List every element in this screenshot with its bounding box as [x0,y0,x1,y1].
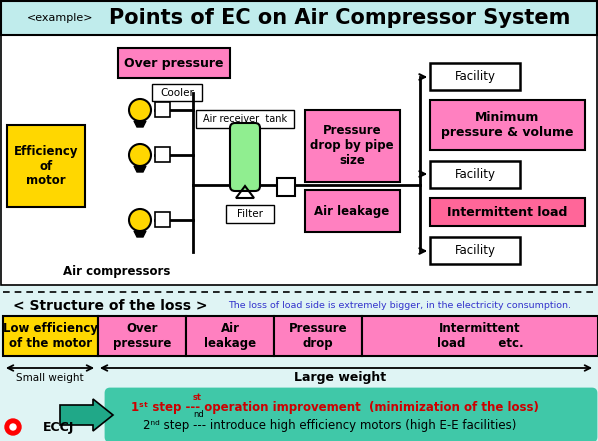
Text: Intermittent load: Intermittent load [447,206,567,218]
Text: 1ˢᵗ step --- operation improvement  (minimization of the loss): 1ˢᵗ step --- operation improvement (mini… [131,401,539,415]
FancyBboxPatch shape [3,316,98,356]
Text: Points of EC on Air Compressor System: Points of EC on Air Compressor System [109,8,570,28]
Text: Over
pressure: Over pressure [113,322,171,350]
Circle shape [129,99,151,121]
Text: Air compressors: Air compressors [63,265,170,279]
Text: Filter: Filter [237,209,263,219]
Text: < Structure of the loss >: < Structure of the loss > [13,299,208,313]
FancyBboxPatch shape [305,110,400,182]
Text: Large weight: Large weight [294,371,386,385]
Text: nd: nd [193,410,204,419]
Text: The loss of load side is extremely bigger, in the electricity consumption.: The loss of load side is extremely bigge… [228,302,572,310]
Circle shape [10,424,16,430]
Polygon shape [134,121,146,127]
FancyBboxPatch shape [106,389,596,441]
Text: Over pressure: Over pressure [124,56,224,70]
FancyBboxPatch shape [1,35,597,285]
Text: Facility: Facility [454,70,496,83]
Text: Air receiver  tank: Air receiver tank [203,114,287,124]
Text: 2ⁿᵈ step --- introduce high efficiency motors (high E-E facilities): 2ⁿᵈ step --- introduce high efficiency m… [144,419,517,433]
FancyBboxPatch shape [98,316,186,356]
FancyBboxPatch shape [305,190,400,232]
FancyBboxPatch shape [226,205,274,223]
FancyBboxPatch shape [277,178,295,196]
Polygon shape [134,166,146,172]
FancyBboxPatch shape [155,212,170,227]
FancyBboxPatch shape [1,1,597,35]
Text: Small weight: Small weight [16,373,84,383]
Text: Facility: Facility [454,244,496,257]
Text: Cooler: Cooler [160,87,194,97]
FancyBboxPatch shape [230,123,260,191]
Text: Facility: Facility [454,168,496,181]
FancyBboxPatch shape [196,110,294,128]
Text: Efficiency
of
motor: Efficiency of motor [14,145,78,187]
Circle shape [5,419,21,435]
Text: Minimum
pressure & volume: Minimum pressure & volume [441,111,573,139]
FancyBboxPatch shape [430,237,520,264]
Text: st: st [193,393,202,402]
Text: Pressure
drop by pipe
size: Pressure drop by pipe size [310,124,394,168]
Text: ECCJ: ECCJ [43,422,74,434]
Polygon shape [134,231,146,237]
FancyBboxPatch shape [362,316,598,356]
FancyBboxPatch shape [274,316,362,356]
Text: <example>: <example> [27,13,93,23]
FancyBboxPatch shape [430,63,520,90]
Text: Pressure
drop: Pressure drop [289,322,347,350]
Text: Air leakage: Air leakage [315,205,390,217]
FancyBboxPatch shape [430,161,520,188]
Circle shape [129,144,151,166]
FancyBboxPatch shape [430,100,585,150]
Text: Low efficiency
of the motor: Low efficiency of the motor [3,322,98,350]
FancyBboxPatch shape [152,84,202,101]
FancyBboxPatch shape [430,198,585,226]
Text: Air
leakage: Air leakage [204,322,256,350]
Polygon shape [60,399,113,431]
FancyBboxPatch shape [186,316,274,356]
FancyBboxPatch shape [155,102,170,117]
FancyBboxPatch shape [7,125,85,207]
FancyBboxPatch shape [155,147,170,162]
Text: Intermittent
load        etc.: Intermittent load etc. [437,322,523,350]
Circle shape [129,209,151,231]
FancyBboxPatch shape [118,48,230,78]
